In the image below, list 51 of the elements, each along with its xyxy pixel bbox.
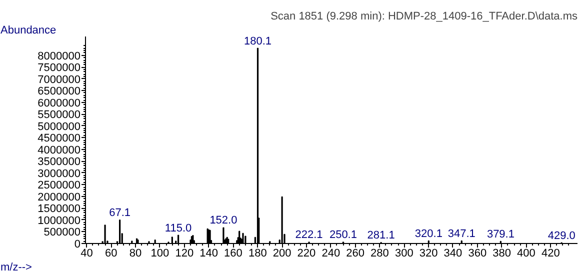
x-tick-label: 240 — [322, 248, 340, 260]
x-tick-label: 180 — [248, 248, 267, 260]
x-axis-title: m/z--> — [0, 262, 32, 273]
x-tick-label: 300 — [394, 248, 414, 260]
annotation: 347.1 — [448, 228, 476, 240]
annotation: 250.1 — [329, 229, 357, 242]
y-tick-label: 6000000 — [38, 97, 81, 110]
y-tick-label: 2500000 — [38, 180, 81, 192]
x-tick-label: 80 — [129, 248, 142, 260]
x-tick-label: 320 — [419, 248, 438, 260]
x-tick-label: 280 — [370, 248, 389, 260]
annotation: 320.1 — [414, 228, 442, 240]
x-tick-label: 60 — [105, 248, 118, 260]
y-tick-label: 6500000 — [38, 86, 81, 98]
annotation: 152.0 — [210, 214, 238, 227]
chart-title: Scan 1851 (9.298 min): HDMP-28_1409-16_TFAder.D\data.ms — [270, 10, 578, 22]
y-tick-label: 3500000 — [38, 156, 81, 168]
x-tick-label: 100 — [150, 248, 170, 260]
y-tick-label: 5000000 — [38, 120, 81, 133]
annotation: 222.1 — [295, 229, 323, 242]
x-tick-label: 380 — [492, 248, 511, 260]
x-tick-label: 360 — [468, 248, 487, 260]
y-tick-label: 500000 — [44, 226, 81, 239]
annotation: 281.1 — [367, 230, 395, 242]
x-tick-label: 140 — [200, 248, 218, 260]
annotation: 115.0 — [164, 222, 192, 234]
y-tick-label: 2000000 — [38, 191, 81, 204]
y-tick-label: 0 — [74, 238, 81, 250]
y-tick-label: 3000000 — [38, 168, 81, 180]
x-tick-label: 340 — [444, 248, 462, 260]
y-tick-label: 4000000 — [38, 144, 81, 156]
y-tick-label: 8000000 — [38, 50, 81, 62]
annotation: 379.1 — [486, 228, 514, 240]
y-tick-label: 1500000 — [38, 203, 81, 216]
x-tick-label: 220 — [297, 248, 316, 260]
y-tick-label: 7500000 — [38, 62, 81, 74]
x-tick-label: 120 — [175, 248, 194, 260]
x-tick-label: 260 — [346, 248, 364, 260]
x-tick-label: 40 — [80, 248, 93, 260]
annotation: 67.1 — [109, 206, 131, 219]
x-tick-label: 400 — [517, 248, 536, 260]
annotation: 429.0 — [548, 230, 576, 242]
x-tick-label: 160 — [224, 248, 242, 260]
x-tick-label: 420 — [541, 248, 560, 260]
x-tick-label: 200 — [272, 248, 292, 260]
y-tick-label: 1000000 — [38, 214, 81, 227]
y-tick-label: 7000000 — [38, 74, 81, 86]
y-axis-title: Abundance — [0, 24, 56, 36]
y-tick-label: 5500000 — [38, 109, 81, 122]
annotation: 180.1 — [244, 35, 272, 48]
y-tick-label: 4500000 — [38, 132, 81, 145]
